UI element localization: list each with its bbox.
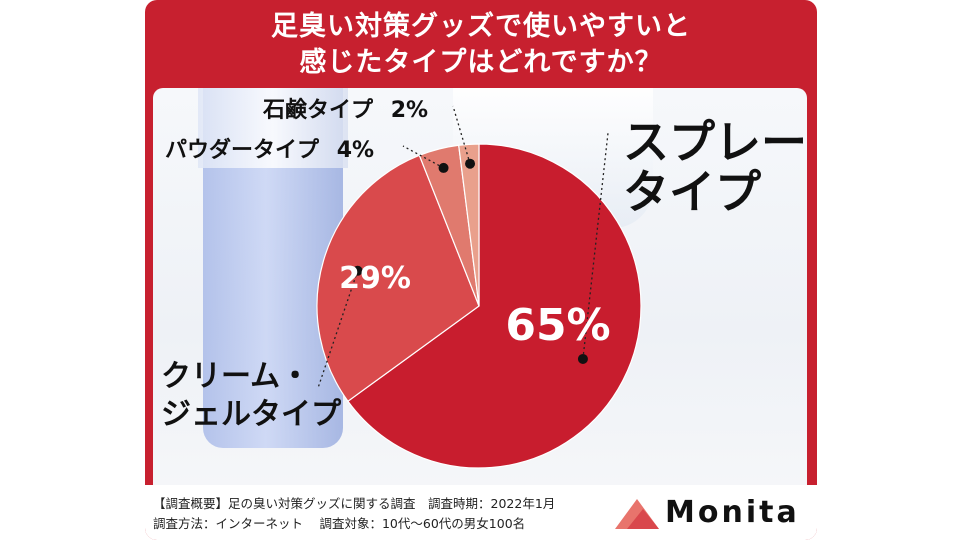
pie-slices (316, 143, 642, 469)
monita-logo-text: Monita (665, 495, 800, 530)
leader-soap-line (452, 105, 471, 164)
slice-label-powder-name: パウダータイプ (165, 137, 320, 163)
pie-slice-spray (347, 143, 642, 469)
leader-soap-dot (465, 158, 476, 169)
slice-value-soap: 2% (391, 98, 428, 123)
slice-value-powder: 4% (337, 138, 374, 163)
slice-label-spray-line-2: タイプ (623, 165, 761, 219)
survey-note-line-1: 【調査概要】足の臭い対策グッズに関する調査 調査時期：2022年1月 (153, 496, 556, 511)
leader-cream-dot (352, 265, 363, 276)
slice-label-cream-line-2: ジェルタイプ (161, 397, 342, 432)
monita-logo-icon (615, 499, 659, 529)
pie-slice-soap (458, 143, 480, 307)
pie-slice-cream (316, 154, 480, 403)
pie-chart: スプレー タイプ 65% クリーム・ ジェルタイプ 29% パウダータイプ 4%… (161, 98, 807, 469)
slice-label-cream-line-1: クリーム・ (161, 359, 310, 394)
slice-value-cream: 29% (339, 261, 411, 296)
survey-note-line-2: 調査方法：インターネット 調査対象：10代〜60代の男女100名 (153, 516, 526, 531)
title-line-2: 感じたタイプはどれですか？ (299, 47, 663, 78)
leader-cream-line (317, 270, 359, 389)
slice-label-cream: クリーム・ ジェルタイプ (161, 359, 342, 432)
leader-powder-dot (438, 162, 449, 173)
slice-label-soap-name: 石鹸タイプ (262, 98, 374, 123)
chart-title: 足臭い対策グッズで使いやすいと 感じたタイプはどれですか？ (145, 6, 817, 84)
slice-label-soap: 石鹸タイプ 2% (262, 98, 428, 123)
chart-panel: スプレー タイプ 65% クリーム・ ジェルタイプ 29% パウダータイプ 4%… (153, 88, 807, 530)
title-line-1: 足臭い対策グッズで使いやすいと (271, 11, 691, 42)
slice-label-spray-line-1: スプレー (623, 115, 807, 169)
slice-label-spray: スプレー タイプ (623, 115, 807, 219)
leader-spray-dot (577, 353, 588, 364)
background-bottle-cap-image (198, 88, 348, 168)
slice-label-powder: パウダータイプ 4% (165, 137, 374, 163)
survey-footer: 【調査概要】足の臭い対策グッズに関する調査 調査時期：2022年1月 調査方法：… (145, 485, 817, 540)
leader-lines (317, 105, 609, 389)
slice-value-spray: 65% (505, 300, 610, 351)
chart-card: 足臭い対策グッズで使いやすいと 感じたタイプはどれですか？ スプレー タイプ 6… (145, 0, 817, 540)
